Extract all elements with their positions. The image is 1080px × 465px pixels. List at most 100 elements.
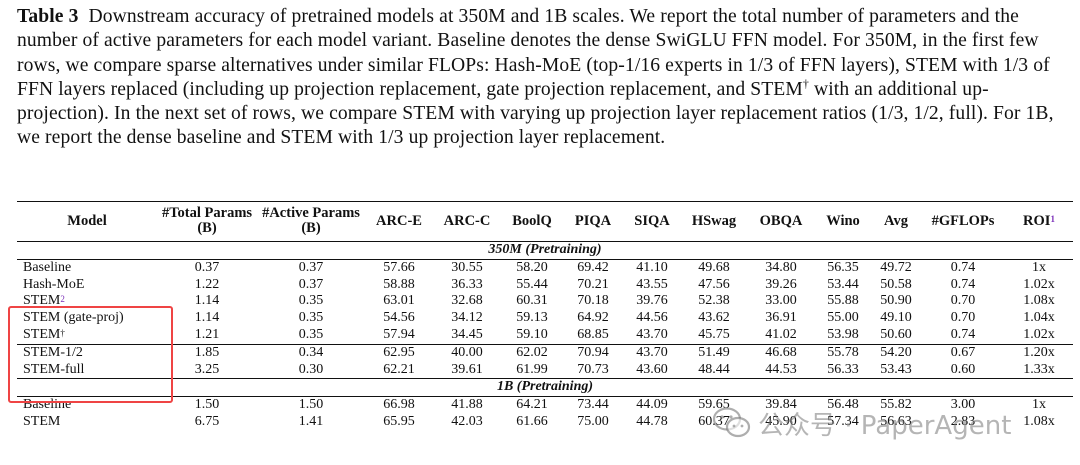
- table-cell: 1.08x: [1023, 413, 1055, 429]
- table-cell: 0.70: [950, 310, 976, 326]
- table-cell: 75.00: [577, 413, 609, 429]
- table-cell: 49.72: [880, 259, 912, 275]
- table-cell: 41.02: [765, 326, 797, 342]
- table-cell: 55.00: [827, 310, 859, 326]
- column-header: #GFLOPs: [921, 202, 1005, 242]
- table-cell: 55.44: [516, 276, 548, 292]
- watermark-text: 公众号 · PaperAgent: [758, 410, 1012, 441]
- table-cell: 56.48: [827, 397, 859, 413]
- model-cell: STEM-1/2: [23, 344, 83, 360]
- section-1b: 1B (Pretraining): [17, 378, 1073, 397]
- table-cell: 68.85: [577, 326, 609, 342]
- table-cell: 1.20x: [1023, 344, 1055, 360]
- table-caption: Table 3 Downstream accuracy of pretraine…: [17, 5, 1073, 151]
- table-cell: 62.21: [383, 361, 415, 377]
- section-label: 1B (Pretraining): [17, 378, 1073, 397]
- table-cell: 1.14: [194, 293, 220, 309]
- table-cell: 43.70: [636, 326, 668, 342]
- table-cell: 55.88: [827, 293, 859, 309]
- column-header: ARC-E: [365, 202, 433, 242]
- column-header: SIQA: [623, 202, 681, 242]
- table-cell: 69.42: [577, 259, 609, 275]
- table-cell: 0.34: [298, 344, 324, 360]
- column-header-label: SIQA: [634, 212, 670, 229]
- table-row: STEM (gate-proj) 1.14 0.35 54.56 34.12 59.13 6…: [17, 310, 1073, 327]
- table-cell: 0.70: [950, 293, 976, 309]
- table-row: STEM† 1.21 0.35 57.94 34.45 59.10 68.85 43.70 45…: [17, 327, 1073, 344]
- column-header-label: Avg: [884, 212, 908, 229]
- column-header-label: BoolQ: [512, 212, 552, 229]
- table-cell: 55.82: [880, 397, 912, 413]
- table-cell: 66.98: [383, 397, 415, 413]
- table-cell: 0.35: [298, 293, 324, 309]
- column-header-label: ROI: [1023, 212, 1051, 229]
- table-cell: 64.92: [577, 310, 609, 326]
- table-cell: 0.74: [950, 259, 976, 275]
- table-cell: 0.60: [950, 361, 976, 377]
- table-cell: 70.73: [577, 361, 609, 377]
- section-350m: 350M (Pretraining): [17, 241, 1073, 260]
- table-row: STEM-full 3.25 0.30 62.21 39.61 61.99 70.73 43.…: [17, 362, 1073, 379]
- table-row: STEM-1/2 1.85 0.34 62.95 40.00 62.02 70.94 43.7…: [17, 344, 1073, 361]
- table-cell: 30.55: [451, 259, 483, 275]
- table-cell: 33.00: [765, 293, 797, 309]
- header-row: Model #Total Params (B) #Active Params (B)…: [17, 201, 1073, 242]
- results-table: Model #Total Params (B) #Active Params (B)…: [17, 201, 1073, 431]
- table-cell: 0.37: [298, 276, 324, 292]
- table-cell: 49.10: [880, 310, 912, 326]
- table-cell: 0.37: [298, 259, 324, 275]
- table-cell: 73.44: [577, 397, 609, 413]
- table-cell: 1.08x: [1023, 293, 1055, 309]
- table-cell: 32.68: [451, 293, 483, 309]
- model-cell: Baseline: [23, 259, 72, 275]
- column-header-label: ARC-C: [443, 212, 491, 229]
- column-header: Model: [17, 202, 157, 242]
- column-header-label: HSwag: [691, 212, 737, 229]
- table-cell: 45.90: [765, 413, 797, 429]
- table-cell: 62.95: [383, 344, 415, 360]
- column-header: Wino: [815, 202, 871, 242]
- table-cell: 6.75: [194, 413, 220, 429]
- column-header-label: #Total Params (B): [161, 205, 253, 236]
- table-cell: 36.91: [765, 310, 797, 326]
- table-cell: 53.43: [880, 361, 912, 377]
- table-cell: 39.84: [765, 397, 797, 413]
- caption-text-1: Downstream accuracy of pretrained models…: [17, 6, 1050, 100]
- caption-label: Table 3: [17, 6, 79, 27]
- table-row: Hash-MoE 1.22 0.37 58.88 36.33 55.44 70.21 43.5…: [17, 277, 1073, 294]
- column-header: HSwag: [681, 202, 747, 242]
- model-cell: Baseline: [23, 397, 72, 413]
- table-cell: 49.68: [698, 259, 730, 275]
- table-cell: 62.02: [516, 344, 548, 360]
- table-cell: 70.21: [577, 276, 609, 292]
- column-header-label: Model: [67, 212, 107, 229]
- column-header-label: OBQA: [759, 212, 803, 229]
- table-cell: 1.22: [194, 276, 220, 292]
- table-cell: 36.33: [451, 276, 483, 292]
- column-header-label: Wino: [826, 212, 860, 229]
- roi-footnote-sup: 1: [1050, 213, 1055, 224]
- column-header: #Total Params (B): [157, 202, 257, 242]
- table-cell: 3.00: [950, 397, 976, 413]
- table-cell: 53.44: [827, 276, 859, 292]
- table-cell: 39.26: [765, 276, 797, 292]
- table-cell: 0.35: [298, 310, 324, 326]
- column-header-label: ARC-E: [376, 212, 422, 229]
- highlight-box: [8, 306, 173, 403]
- model-cell: STEM (gate-proj): [23, 310, 124, 326]
- table-cell: 0.30: [298, 361, 324, 377]
- table-cell: 52.38: [698, 293, 730, 309]
- table-cell: 44.09: [636, 397, 668, 413]
- table-cell: 51.49: [698, 344, 730, 360]
- table-cell: 40.00: [451, 344, 483, 360]
- table-cell: 1.21: [194, 326, 220, 342]
- table-cell: 1x: [1032, 259, 1046, 275]
- wechat-icon: [712, 407, 751, 438]
- column-header-label: PIQA: [574, 212, 612, 229]
- table-body: 350M (Pretraining) Baseline 0.37 0.37 57.66 3…: [17, 241, 1073, 431]
- table-cell: 41.10: [636, 259, 668, 275]
- model-footnote-sup: 2: [60, 294, 65, 305]
- table-cell: 63.01: [383, 293, 415, 309]
- table-cell: 64.21: [516, 397, 548, 413]
- table-cell: 1.85: [194, 344, 220, 360]
